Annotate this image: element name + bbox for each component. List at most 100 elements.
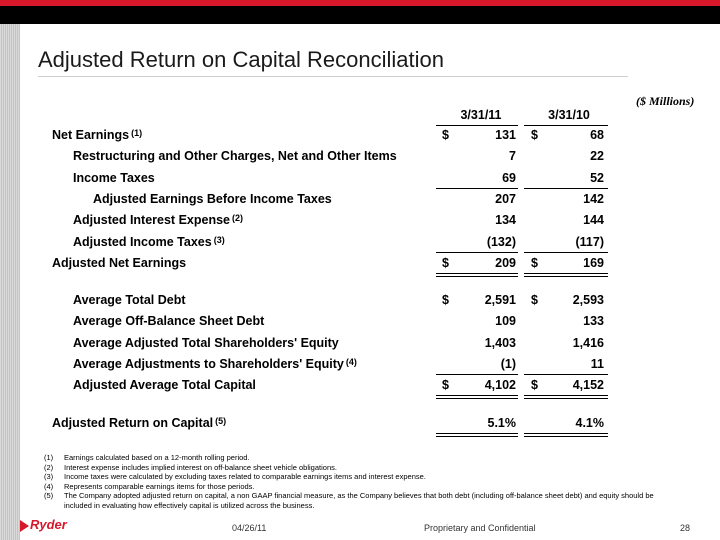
- footnote-text: Earnings calculated based on a 12-month …: [64, 453, 250, 462]
- footnote-item: (2) Interest expense includes implied int…: [44, 463, 664, 473]
- row-label: Adjusted Income Taxes (3): [73, 235, 225, 249]
- value-2011: 131: [495, 128, 516, 142]
- footnote-text: The Company adopted adjusted return on c…: [64, 491, 654, 510]
- row-label: Average Adjustments to Shareholders' Equ…: [73, 357, 357, 371]
- value-2010: 142: [583, 191, 604, 206]
- row-label: Adjusted Average Total Capital: [73, 378, 256, 392]
- ryder-logo: Ryder: [20, 517, 67, 532]
- footnotes: (1) Earnings calculated based on a 12-mon…: [44, 453, 664, 511]
- table-row: Adjusted Earnings Before Income Taxes 207…: [0, 192, 720, 210]
- row-label: Income Taxes: [73, 171, 155, 185]
- footnote-number: (4): [44, 481, 54, 491]
- row-label-text: Average Off-Balance Sheet Debt: [73, 314, 265, 329]
- row-label: Net Earnings (1): [52, 128, 142, 142]
- value-2010: 11: [590, 357, 604, 371]
- value-2010: 68: [590, 128, 604, 142]
- row-label: Average Off-Balance Sheet Debt: [73, 314, 264, 328]
- footnote-text: Represents comparable earnings items for…: [64, 481, 255, 491]
- value-2011: (132): [486, 234, 516, 249]
- row-label: Adjusted Net Earnings: [52, 256, 186, 270]
- value-2011: 109: [495, 314, 516, 329]
- value-2011: 209: [495, 255, 516, 270]
- table-row: Restructuring and Other Charges, Net and…: [0, 149, 720, 167]
- table-row: Adjusted Income Taxes (3) (132) (117): [0, 235, 720, 253]
- value-2011: (1): [500, 357, 516, 371]
- dollar-sign: $: [442, 378, 449, 393]
- row-label: Adjusted Earnings Before Income Taxes: [93, 192, 332, 206]
- table-row: Average Total Debt $2,591 $2,593: [0, 293, 720, 311]
- subtotal-rule: [524, 251, 608, 253]
- column-header-2010: 3/31/10: [548, 108, 590, 122]
- table-row: Income Taxes 69 52: [0, 171, 720, 189]
- row-label-text: Adjusted Interest Expense: [73, 213, 230, 228]
- total-double-rule: [436, 272, 518, 277]
- value-2010: 2,593: [572, 293, 604, 308]
- dollar-sign: $: [531, 378, 538, 393]
- table-row: Average Off-Balance Sheet Debt 109 133: [0, 314, 720, 332]
- total-double-rule: [436, 432, 518, 437]
- footer-confidential: Proprietary and Confidential: [424, 523, 536, 533]
- row-label-text: Adjusted Income Taxes: [73, 234, 212, 249]
- footnote-item: (1) Earnings calculated based on a 12-mon…: [44, 453, 664, 463]
- footnote-number: (5): [44, 491, 54, 501]
- footnote-text: Interest expense includes implied intere…: [64, 462, 337, 472]
- value-2011: 7: [509, 149, 516, 164]
- row-label: Adjusted Return on Capital (5): [52, 416, 226, 430]
- total-double-rule: [524, 272, 608, 277]
- column-header-2011: 3/31/11: [460, 108, 502, 122]
- row-label-text: Average Adjustments to Shareholders' Equ…: [73, 357, 344, 371]
- table-row: Adjusted Average Total Capital $4,102 $4,1…: [0, 378, 720, 396]
- dollar-sign: $: [531, 128, 538, 142]
- dollar-sign: $: [442, 255, 449, 270]
- row-label-text: Net Earnings: [52, 128, 130, 142]
- dollar-sign: $: [531, 255, 538, 270]
- value-2011: 5.1%: [487, 415, 517, 430]
- top-banner: [0, 0, 720, 24]
- row-label: Adjusted Interest Expense (2): [73, 213, 243, 227]
- value-2011: 134: [495, 213, 516, 228]
- footnote-reference: (2): [232, 213, 243, 224]
- footer-date: 04/26/11: [232, 523, 267, 533]
- value-2010: (117): [575, 234, 605, 249]
- left-decorative-strip: [0, 24, 20, 540]
- value-2010: 22: [590, 149, 604, 164]
- row-label-text: Income Taxes: [73, 170, 155, 185]
- footnote-number: (1): [44, 453, 54, 462]
- total-double-rule: [436, 395, 518, 400]
- row-label-text: Adjusted Return on Capital: [52, 415, 214, 430]
- total-double-rule: [524, 395, 608, 400]
- table-row: Average Adjusted Total Shareholders' Equ…: [0, 336, 720, 354]
- value-2010: 144: [583, 213, 604, 228]
- row-label-text: Adjusted Earnings Before Income Taxes: [93, 191, 332, 206]
- footnote-number: (3): [44, 472, 54, 482]
- dollar-sign: $: [442, 293, 449, 308]
- column-header-rule-2011: [436, 125, 518, 126]
- ryder-logo-text: Ryder: [30, 517, 67, 532]
- subtotal-rule: [436, 187, 518, 189]
- dollar-sign: $: [442, 128, 449, 142]
- value-2011: 1,403: [484, 335, 516, 350]
- footnote-number: (2): [44, 462, 54, 472]
- row-label-text: Average Adjusted Total Shareholders' Equ…: [73, 335, 339, 350]
- title-divider: [38, 76, 628, 77]
- ryder-logo-icon: [20, 519, 29, 532]
- footer-page-number: 28: [680, 523, 691, 533]
- table-row: Adjusted Interest Expense (2) 134 144: [0, 213, 720, 231]
- footnote-reference: (3): [213, 234, 225, 245]
- row-label: Average Adjusted Total Shareholders' Equ…: [73, 336, 339, 350]
- footnote-reference: (4): [345, 357, 357, 367]
- footnote-reference: (1): [131, 128, 143, 138]
- subtotal-rule: [436, 374, 518, 375]
- value-2010: 52: [590, 170, 604, 185]
- value-2010: 4.1%: [575, 415, 605, 430]
- row-label-text: Adjusted Net Earnings: [52, 255, 187, 270]
- units-label: ($ Millions): [636, 94, 695, 108]
- column-header-rule-2010: [524, 125, 608, 126]
- table-row: Net Earnings (1) $131 $68: [0, 128, 720, 146]
- row-label: Average Total Debt: [73, 293, 186, 307]
- value-2011: 4,102: [484, 378, 516, 393]
- dollar-sign: $: [531, 293, 538, 308]
- value-2010: 1,416: [572, 335, 604, 350]
- value-2010: 4,152: [572, 378, 604, 393]
- slide-title: Adjusted Return on Capital Reconciliatio…: [38, 47, 445, 72]
